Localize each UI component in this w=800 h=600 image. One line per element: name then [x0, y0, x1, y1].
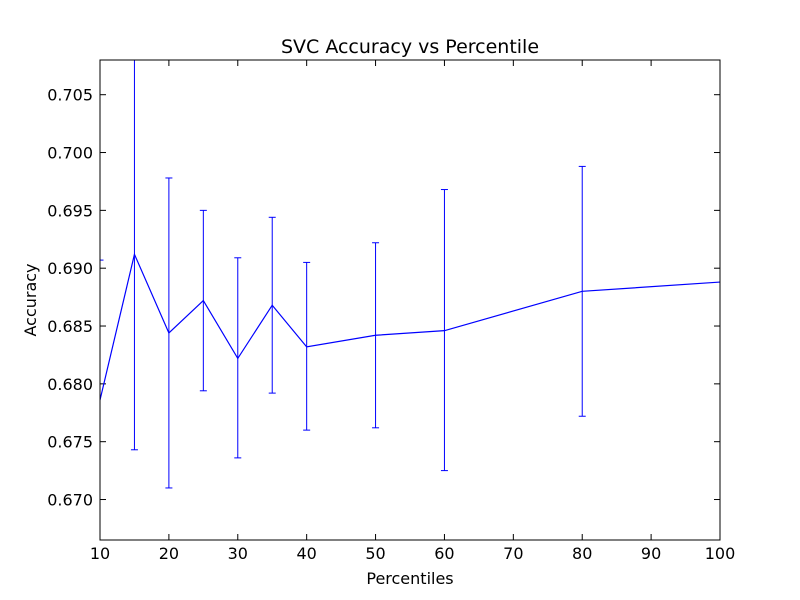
y-tick-label: 0.675 — [47, 433, 93, 452]
y-tick-label: 0.700 — [47, 144, 93, 163]
series-line — [100, 252, 720, 401]
x-tick-label: 60 — [434, 544, 454, 563]
x-tick-label: 40 — [296, 544, 316, 563]
x-tick-label: 20 — [159, 544, 179, 563]
x-axis-label: Percentiles — [366, 569, 453, 588]
y-tick-label: 0.705 — [47, 86, 93, 105]
x-tick-label: 80 — [572, 544, 592, 563]
y-tick-label: 0.690 — [47, 259, 93, 278]
y-tick-label: 0.695 — [47, 201, 93, 220]
x-tick-label: 90 — [641, 544, 661, 563]
y-tick-label: 0.685 — [47, 317, 93, 336]
data-layer — [100, 60, 720, 540]
plot-frame — [99, 59, 721, 541]
x-tick-label: 100 — [705, 544, 736, 563]
x-tick-label: 30 — [228, 544, 248, 563]
y-tick-label: 0.680 — [47, 375, 93, 394]
ticks-layer: 10 20 30 40 50 60 70 80 90 100 0.670 0.675 0.680 0.68… — [47, 60, 735, 563]
y-axis-label: Accuracy — [21, 263, 40, 336]
x-tick-label: 50 — [365, 544, 385, 563]
x-tick-label: 70 — [503, 544, 523, 563]
y-tick-label: 0.670 — [47, 491, 93, 510]
x-tick-label: 10 — [90, 544, 110, 563]
chart-title: SVC Accuracy vs Percentile — [281, 36, 539, 58]
